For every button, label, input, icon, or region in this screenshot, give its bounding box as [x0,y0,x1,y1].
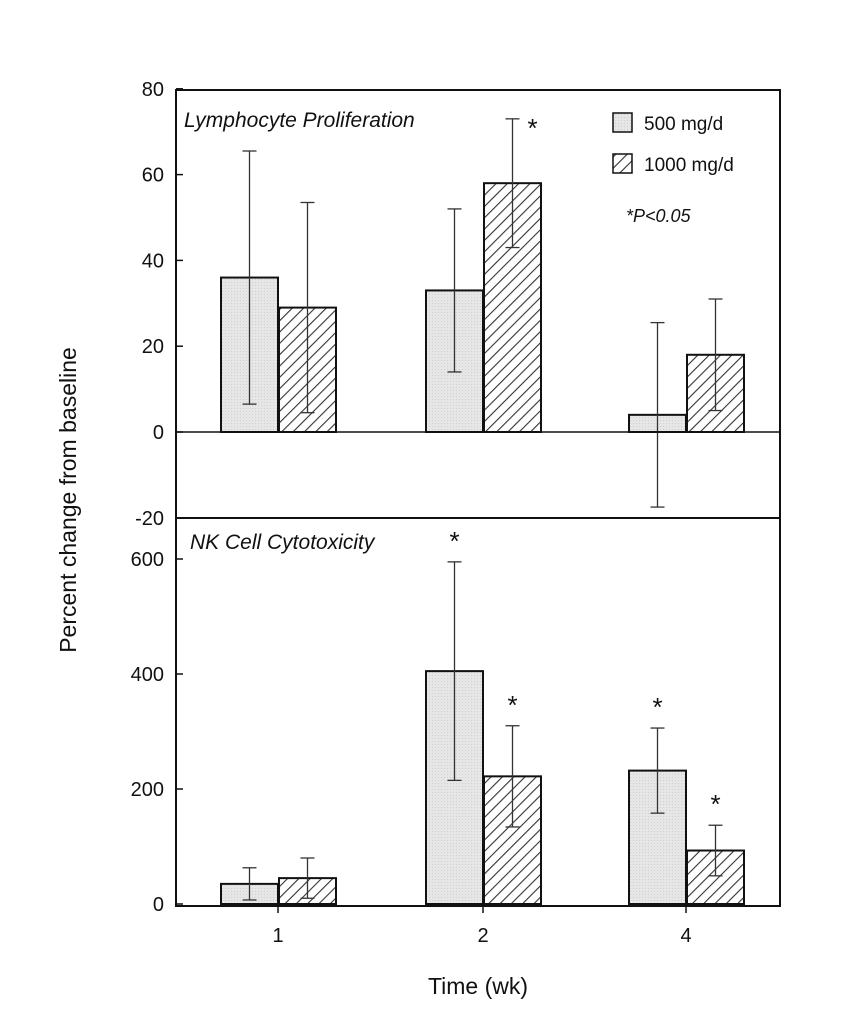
legend-swatch-500 [612,112,633,133]
significance-star: * [507,690,517,720]
significance-star: * [710,789,720,819]
y-ticks-bottom: 0 200 400 600 [131,549,183,916]
y-tick-bottom-label: 200 [131,779,164,801]
x-ticks: 1 2 4 [272,906,692,947]
legend: 500 mg/d 1000 mg/d *P<0.05 [612,112,734,226]
x-tick-label: 2 [477,925,488,947]
bar-1000-nk [483,775,542,905]
y-tick-top-label: 20 [142,336,164,358]
y-tick-top-label: 40 [142,250,164,272]
y-tick-top-label: 80 [142,79,164,101]
y-tick-bottom-label: 400 [131,664,164,686]
significance-star: * [449,526,459,556]
y-tick-top-label: 0 [153,422,164,444]
y-ticks-top: -20 0 20 40 60 80 [135,79,183,530]
panel-lymphocyte: Lymphocyte Proliferation -20 0 20 40 60 80 * [135,79,781,530]
significance-note: *P<0.05 [626,206,692,226]
panel-nk-cell: NK Cell Cytotoxicity 0 200 400 600 * * * * [131,517,781,916]
panel-title-nk: NK Cell Cytotoxicity [190,531,376,554]
bars-bottom: * * * * [220,526,745,906]
legend-label-500: 500 mg/d [644,114,723,135]
significance-star: * [527,113,537,143]
panel-title-lymphocyte: Lymphocyte Proliferation [184,109,415,132]
y-tick-top-label: -20 [135,508,164,530]
y-tick-bottom-label: 600 [131,549,164,571]
x-tick-label: 1 [272,925,283,947]
legend-label-1000: 1000 mg/d [644,155,734,176]
y-tick-bottom-label: 0 [153,894,164,916]
x-axis-title: Time (wk) [428,973,528,999]
y-axis-title: Percent change from baseline [55,347,81,653]
plot-frame-bottom [175,517,781,907]
legend-swatch-1000 [612,153,633,174]
y-tick-top-label: 60 [142,165,164,187]
bars-top: * [220,113,745,508]
x-tick-label: 4 [680,925,691,947]
significance-star: * [652,692,662,722]
